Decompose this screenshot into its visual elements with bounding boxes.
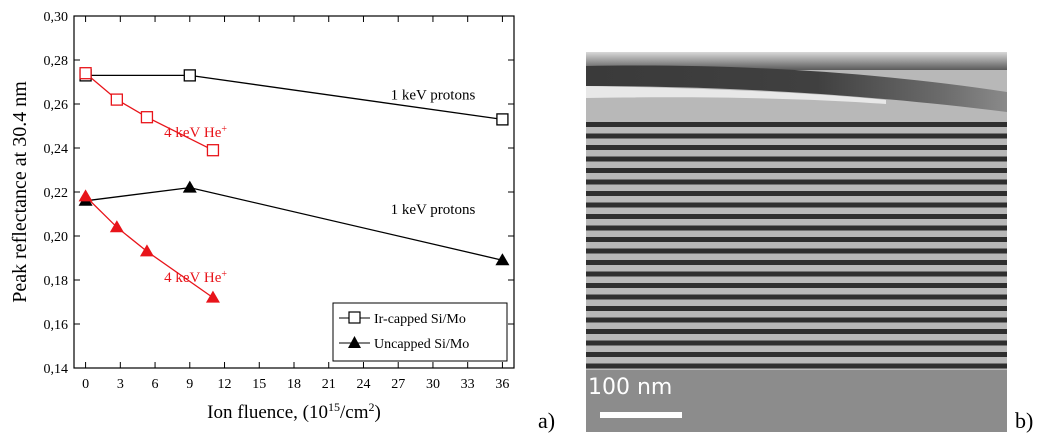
tem-layer-stripe xyxy=(586,191,1007,196)
y-tick-label: 0,20 xyxy=(44,230,69,245)
x-tick-label: 18 xyxy=(287,377,301,392)
reflectance-chart: 0 3 6 9 12 15 18 21 24 27 30 33 360,140,160,180,200,… xyxy=(9,10,515,423)
series-lines xyxy=(85,72,503,299)
axis-ticks: 0 3 6 9 12 15 18 21 24 27 30 33 360,140,160,180,200,… xyxy=(44,10,514,392)
y-tick-label: 0,16 xyxy=(44,318,69,333)
panel-label-b: b) xyxy=(1015,408,1034,433)
tem-layer-stripe xyxy=(586,202,1007,208)
tem-layer-stripe xyxy=(586,133,1007,139)
annotation-label: 4 keV He+ xyxy=(164,124,227,142)
tem-layer-stripe xyxy=(586,271,1007,277)
data-point-square xyxy=(110,93,123,106)
x-tick-label: 6 xyxy=(152,377,159,392)
data-point-square xyxy=(206,144,220,157)
tem-layer-stripe xyxy=(586,306,1007,311)
data-point-triangle xyxy=(109,220,124,233)
x-tick-label: 21 xyxy=(322,377,336,392)
tem-layer-stripe xyxy=(586,237,1007,242)
panel-label-a: a) xyxy=(538,408,556,433)
data-point-triangle xyxy=(495,253,510,266)
tem-layer-stripe xyxy=(586,294,1007,300)
tem-layer-stripe xyxy=(586,168,1007,173)
tem-layer-stripe xyxy=(586,225,1007,231)
tem-layer-stripe xyxy=(586,363,1007,369)
data-point-triangle xyxy=(139,244,154,257)
y-tick-label: 0,24 xyxy=(44,142,69,157)
tem-layer-stripe xyxy=(586,179,1007,185)
y-tick-label: 0,18 xyxy=(44,274,69,289)
x-tick-label: 15 xyxy=(252,377,266,392)
y-tick-label: 0,28 xyxy=(44,54,69,69)
y-tick-label: 0,30 xyxy=(44,10,69,25)
tem-layer-stripe xyxy=(586,214,1007,219)
data-point-triangle xyxy=(78,189,93,202)
data-point-triangle xyxy=(182,180,197,193)
data-point-square xyxy=(496,113,509,126)
data-point-triangle xyxy=(205,290,220,303)
data-point-square xyxy=(79,67,92,80)
tem-layer-stripe xyxy=(586,122,1007,127)
x-tick-label: 36 xyxy=(495,377,509,392)
x-tick-label: 3 xyxy=(117,377,124,392)
x-tick-label: 27 xyxy=(391,377,405,392)
tem-multilayer-micrograph-icon xyxy=(586,52,1007,432)
x-tick-label: 33 xyxy=(461,377,475,392)
annotation-label: 1 keV protons xyxy=(391,202,476,218)
x-tick-label: 24 xyxy=(356,377,370,392)
legend-label-ir-capped: Ir-capped Si/Mo xyxy=(374,312,466,327)
annotation-label: 1 keV protons xyxy=(391,88,476,104)
y-axis-label: Peak reflectance at 30.4 nm xyxy=(9,81,31,303)
x-tick-label: 30 xyxy=(426,377,440,392)
data-point-square xyxy=(183,69,196,82)
tem-layer-stripe xyxy=(586,283,1007,288)
annotation-label: 4 keV He+ xyxy=(164,269,227,287)
series-markers xyxy=(78,67,510,303)
legend-box xyxy=(332,302,508,362)
legend-square-open-marker xyxy=(348,311,361,324)
tem-layer-stripe xyxy=(586,317,1007,323)
tem-layer-stripe xyxy=(586,248,1007,254)
legend-triangle-filled-marker xyxy=(348,336,361,348)
tem-layer-stripe xyxy=(586,340,1007,346)
tem-layer-stripe xyxy=(586,145,1007,150)
x-tick-label: 12 xyxy=(218,377,232,392)
x-tick-label: 9 xyxy=(186,377,193,392)
y-tick-label: 0,22 xyxy=(44,186,69,201)
legend-label-uncapped: Uncapped Si/Mo xyxy=(374,337,469,352)
scale-bar-label: 100 nm xyxy=(588,375,673,400)
series-line xyxy=(85,72,214,151)
data-point-square xyxy=(140,111,154,124)
y-tick-label: 0,26 xyxy=(44,98,69,113)
series-line xyxy=(85,195,214,299)
x-axis-label: Ion fluence, (1015/cm2) xyxy=(207,400,381,423)
annotations: 1 keV protons 4 keV He+ 1 keV protons 4 keV… xyxy=(164,88,475,287)
tem-layer-stripe xyxy=(586,156,1007,162)
scale-bar xyxy=(600,412,682,418)
x-tick-label: 0 xyxy=(82,377,89,392)
tem-layer-stripe xyxy=(586,260,1007,265)
y-tick-label: 0,14 xyxy=(44,362,69,377)
legend: Ir-capped Si/Mo Uncapped Si/Mo xyxy=(332,302,508,362)
tem-layer-stripe xyxy=(586,329,1007,334)
tem-layer-stripe xyxy=(586,352,1007,357)
